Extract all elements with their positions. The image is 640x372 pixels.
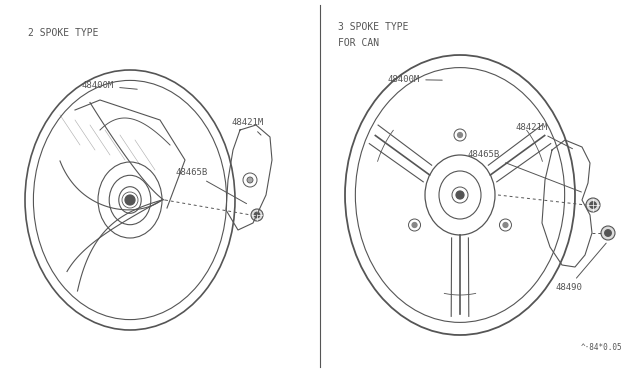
Circle shape	[456, 191, 464, 199]
Circle shape	[605, 230, 611, 237]
Text: 48465B: 48465B	[175, 168, 246, 203]
Circle shape	[458, 132, 463, 138]
Circle shape	[251, 209, 263, 221]
Circle shape	[125, 195, 135, 205]
Circle shape	[412, 222, 417, 228]
Text: 48421M: 48421M	[515, 123, 573, 149]
Text: 48421M: 48421M	[232, 118, 264, 135]
Circle shape	[247, 177, 253, 183]
Text: 48490: 48490	[555, 243, 606, 292]
Circle shape	[503, 222, 508, 228]
Text: 48465B: 48465B	[468, 150, 581, 192]
Text: 48400M: 48400M	[388, 75, 442, 84]
Circle shape	[589, 202, 596, 208]
Text: 3 SPOKE TYPE: 3 SPOKE TYPE	[338, 22, 408, 32]
Text: 48400M: 48400M	[82, 81, 137, 90]
Text: 2 SPOKE TYPE: 2 SPOKE TYPE	[28, 28, 99, 38]
Text: ^·84*0.05: ^·84*0.05	[580, 343, 622, 352]
Text: FOR CAN: FOR CAN	[338, 38, 379, 48]
Circle shape	[586, 198, 600, 212]
Circle shape	[254, 212, 260, 218]
Circle shape	[601, 226, 615, 240]
